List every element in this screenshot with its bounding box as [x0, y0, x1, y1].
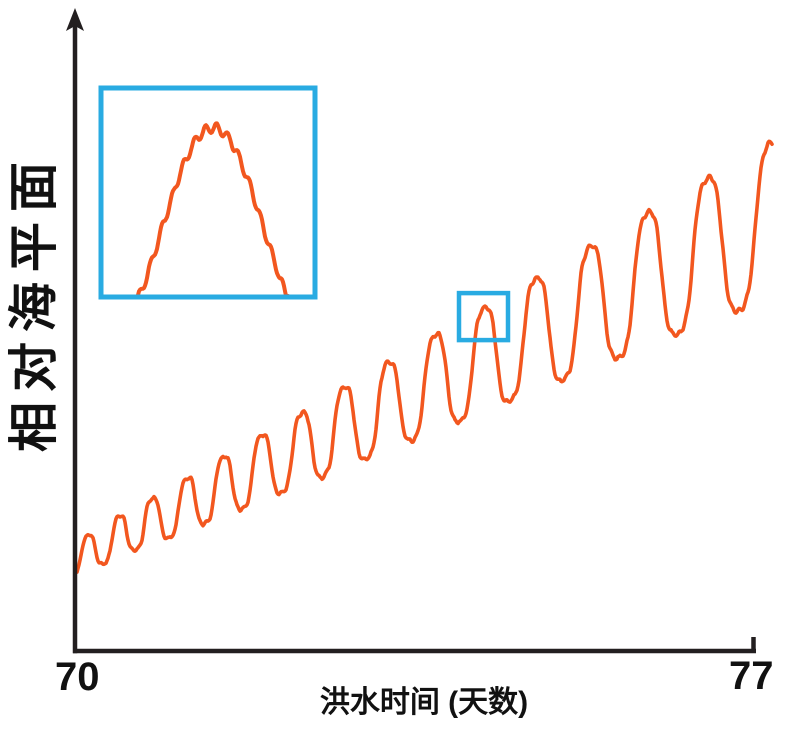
zoom-region-box: [456, 290, 511, 343]
x-axis-title: 洪水时间 (天数): [319, 686, 529, 719]
x-tick-label-70: 70: [55, 655, 100, 699]
sea-level-curve: [75, 139, 774, 574]
inset-box: [98, 85, 318, 300]
y-axis-arrow-icon: [66, 8, 84, 31]
x-tick-label-77: 77: [729, 654, 774, 698]
inset-magnified-peak-curve: [136, 121, 290, 298]
y-axis-title: 相对海平面: [6, 152, 62, 452]
